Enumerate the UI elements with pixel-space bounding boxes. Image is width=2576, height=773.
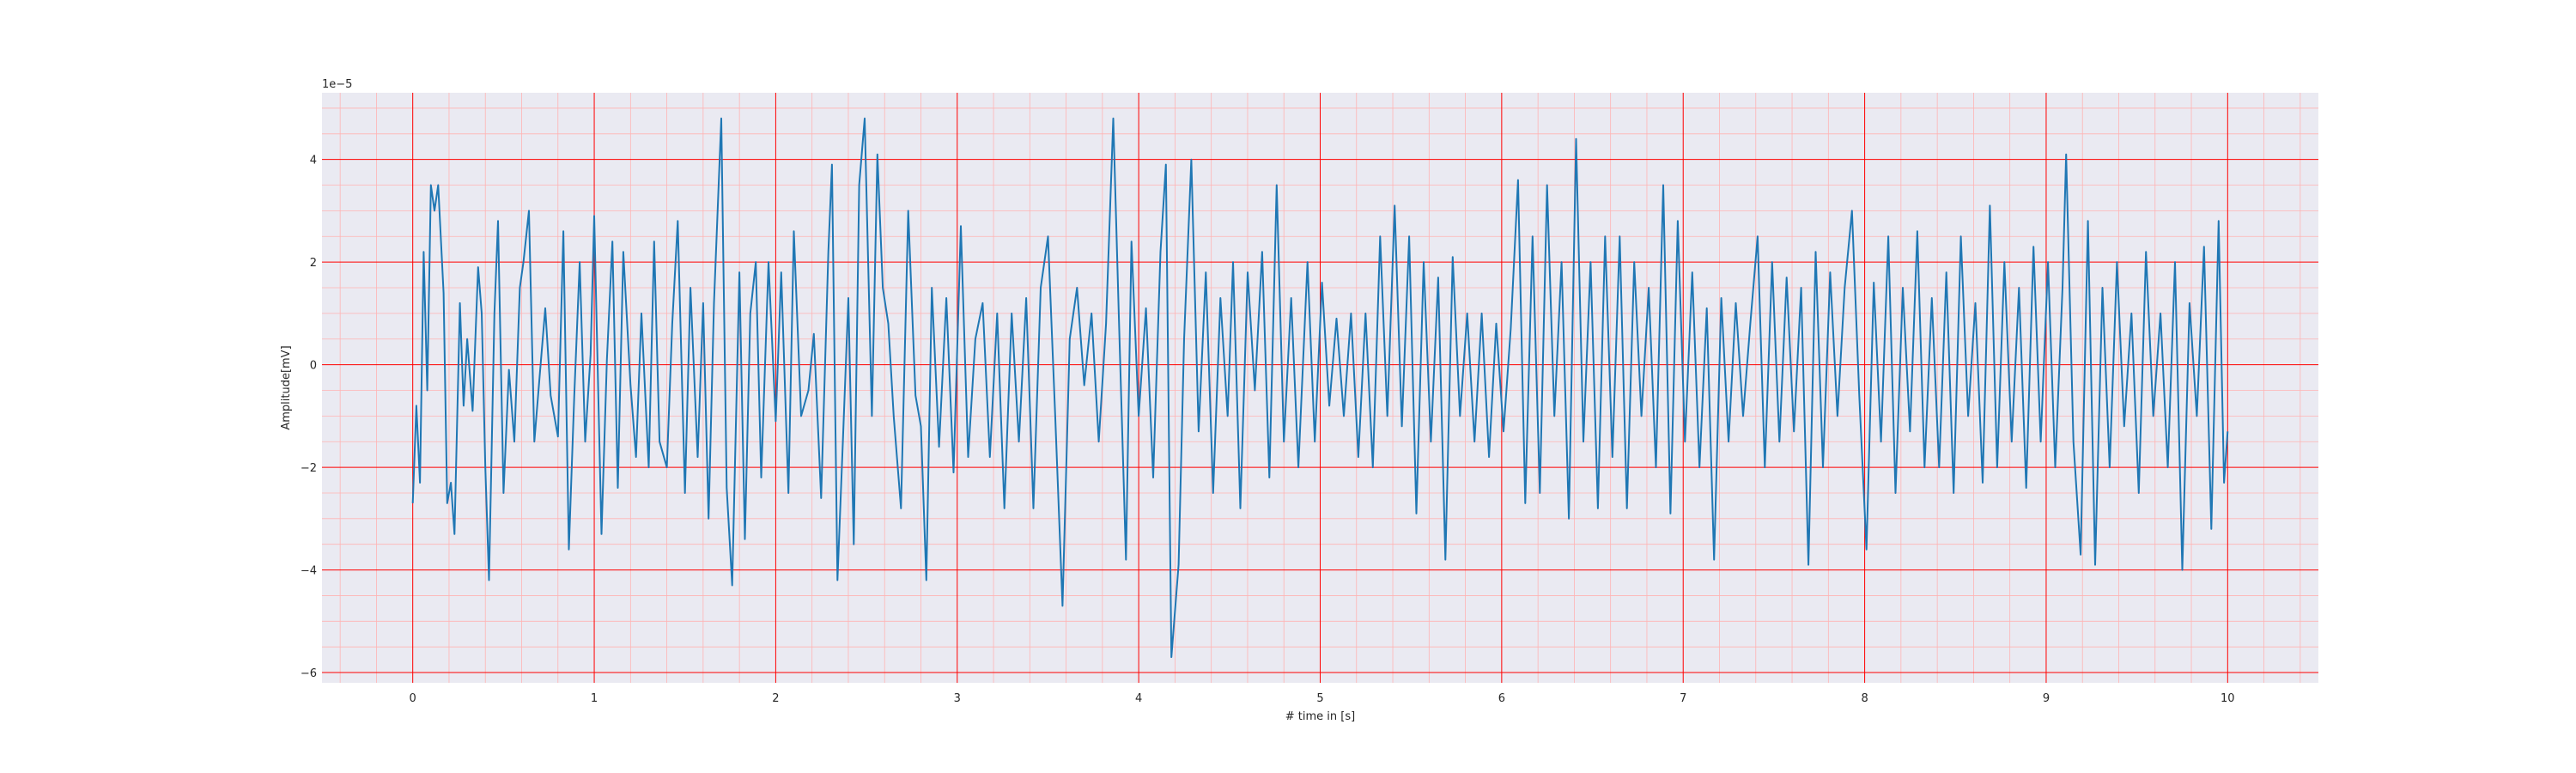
y-axis-ticks: −6 −4 −2 0 2 4 [301,155,317,680]
x-tick-label: 2 [772,692,779,705]
y-tick-label: −4 [301,565,317,578]
x-tick-label: 6 [1498,692,1505,705]
x-axis-ticks: 0 1 2 3 4 5 6 7 8 9 10 [410,692,2235,705]
x-tick-label: 8 [1861,692,1868,705]
x-tick-label: 10 [2221,692,2235,705]
y-axis-label: Amplitude[mV] [280,345,293,429]
x-tick-label: 7 [1680,692,1686,705]
x-tick-label: 5 [1316,692,1323,705]
y-axis-offset-text: 1e−5 [322,78,352,91]
x-tick-label: 0 [410,692,416,705]
x-tick-label: 4 [1135,692,1142,705]
x-axis-label: # time in [s] [1285,710,1355,723]
y-tick-label: 4 [310,155,317,167]
x-tick-label: 1 [591,692,598,705]
y-tick-label: 0 [310,360,317,373]
y-tick-label: −6 [301,667,317,680]
signal-series-line [411,117,2229,659]
y-tick-label: 2 [310,257,317,270]
y-tick-label: −2 [301,462,317,475]
x-tick-label: 9 [2043,692,2050,705]
x-tick-label: 3 [954,692,961,705]
